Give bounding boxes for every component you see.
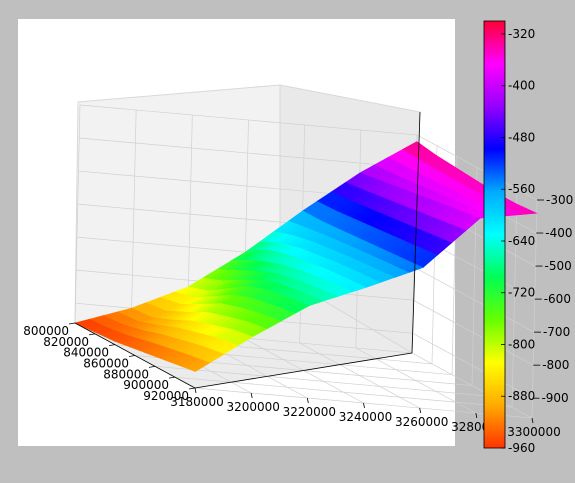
- surface: [74, 141, 538, 372]
- y-axis-ticks: 3180000 3200000 3220000 3240000 3260000 32800…: [170, 387, 561, 439]
- y-tick-mark: [475, 412, 478, 419]
- colorbar-tick-label: -640: [508, 234, 535, 248]
- x-tick-label: 840000: [63, 346, 109, 360]
- x-tick-label: 800000: [23, 324, 69, 338]
- y-tick-label: 3180000: [170, 395, 223, 409]
- x-tick-mark: [168, 376, 176, 379]
- x-tick-mark: [108, 344, 116, 347]
- y-tick-mark: [419, 407, 422, 414]
- z-axis-line: [411, 111, 421, 354]
- y-tick-label: 3300000: [507, 425, 560, 439]
- x-tick-mark: [88, 333, 96, 336]
- colorbar-tick-label: -320: [508, 27, 535, 41]
- colorbar-tick-label: -560: [508, 182, 535, 196]
- z-axis-ticks: -300 -400 -500 -600 -700 -800 -900: [532, 193, 573, 405]
- y-tick-label: 3240000: [339, 410, 392, 424]
- colorbar-tick-label: -800: [508, 337, 535, 351]
- z-tick-label: -800: [542, 358, 569, 372]
- x-tick-label: 880000: [103, 367, 149, 381]
- colorbar-tick-label: -480: [508, 130, 535, 144]
- y-grid-line: [299, 124, 420, 409]
- y-tick-label: 3260000: [395, 415, 448, 429]
- y-tick-mark: [363, 402, 365, 409]
- colorbar: [483, 20, 506, 449]
- z-tick-label: -700: [543, 325, 570, 339]
- y-tick-label: 3200000: [226, 400, 279, 414]
- z-tick-label: -900: [541, 391, 568, 405]
- y-tick-label: 3220000: [283, 405, 336, 419]
- x-tick-label: 920000: [143, 389, 189, 403]
- colorbar-tick-label: -400: [508, 79, 535, 93]
- colorbar-ticks: -320 -400 -480 -560 -640 -720 -800 -880 -960: [501, 27, 535, 455]
- x-tick-mark: [148, 365, 156, 368]
- z-tick-label: -400: [545, 226, 572, 240]
- x-tick-mark: [68, 322, 76, 325]
- x-axis-ticks: 8000008200008400008600008800009000009200…: [23, 322, 196, 403]
- y-tick-mark: [306, 397, 309, 404]
- z-tick-label: -300: [546, 193, 573, 207]
- x-tick-label: 860000: [83, 357, 129, 371]
- y-axis-line: [194, 352, 413, 389]
- colorbar-tick-label: -960: [508, 441, 535, 455]
- colorbar-tick-label: -880: [508, 389, 535, 403]
- colorbar-tick-label: -720: [508, 286, 535, 300]
- x-tick-label: 820000: [43, 335, 89, 349]
- x-tick-label: 900000: [123, 378, 169, 392]
- x-tick-mark: [188, 387, 196, 390]
- z-tick-label: -500: [544, 259, 571, 273]
- z-tick-label: -600: [544, 292, 571, 306]
- y-tick-mark: [194, 387, 197, 394]
- y-tick-mark: [250, 392, 253, 399]
- y-tick-mark: [531, 417, 534, 424]
- x-tick-mark: [128, 355, 136, 357]
